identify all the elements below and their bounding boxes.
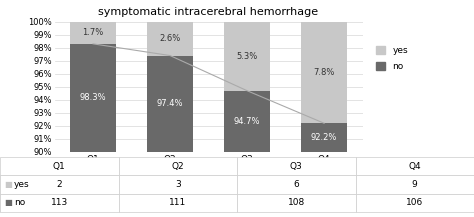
Text: 92.2%: 92.2% bbox=[311, 133, 337, 142]
Title: symptomatic intracerebral hemorrhage: symptomatic intracerebral hemorrhage bbox=[99, 7, 319, 17]
Bar bbox=[147, 56, 193, 152]
Bar bbox=[70, 44, 116, 152]
Legend: yes, no: yes, no bbox=[376, 46, 408, 71]
Bar bbox=[224, 22, 270, 91]
Text: no: no bbox=[14, 198, 26, 207]
Text: 94.7%: 94.7% bbox=[234, 117, 260, 126]
Text: ■: ■ bbox=[5, 198, 13, 207]
Bar bbox=[301, 22, 347, 123]
Bar bbox=[224, 91, 270, 152]
Text: 7.8%: 7.8% bbox=[313, 68, 335, 77]
Text: 5.3%: 5.3% bbox=[237, 52, 258, 61]
Bar bbox=[70, 22, 116, 44]
Text: 98.3%: 98.3% bbox=[80, 93, 106, 102]
Text: yes: yes bbox=[14, 180, 30, 189]
Text: ■: ■ bbox=[5, 180, 13, 189]
Bar bbox=[147, 22, 193, 56]
Text: 97.4%: 97.4% bbox=[157, 99, 183, 108]
Text: 1.7%: 1.7% bbox=[82, 28, 104, 37]
Text: 2.6%: 2.6% bbox=[159, 34, 181, 43]
Bar bbox=[301, 123, 347, 152]
